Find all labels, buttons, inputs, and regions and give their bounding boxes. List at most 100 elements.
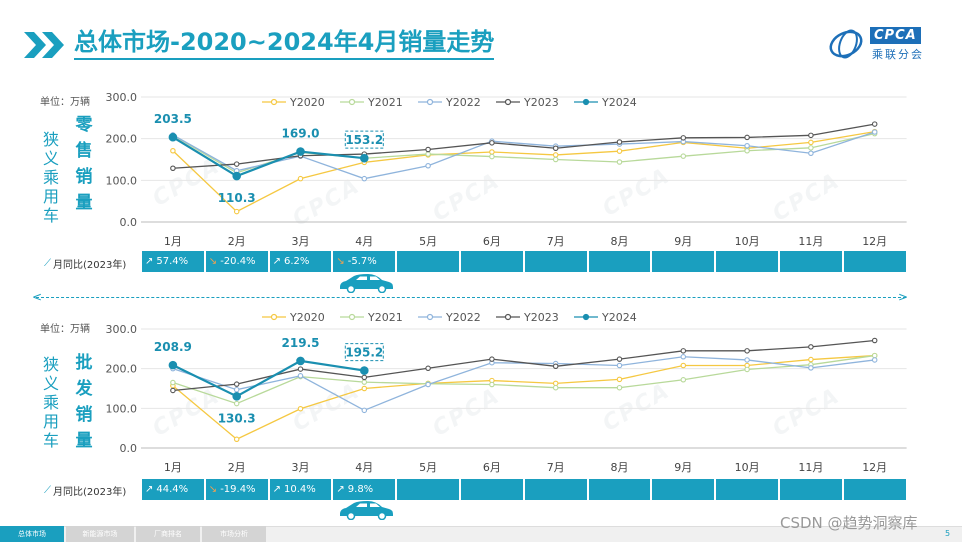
- x-tick-label: 7月: [547, 235, 565, 248]
- data-point: [744, 143, 750, 149]
- y-tick-label: 300.0: [106, 323, 138, 336]
- trend-up-icon: ↗: [272, 484, 281, 495]
- data-label: 195.2: [345, 346, 383, 360]
- series-line-Y2022: [172, 356, 875, 412]
- x-tick-label: 8月: [611, 461, 629, 474]
- series-line-Y2024: [172, 136, 365, 178]
- data-point: [616, 356, 623, 362]
- data-point: [168, 132, 178, 142]
- yoy-cell: ↗ 44.4%: [142, 479, 204, 500]
- data-point: [489, 356, 495, 362]
- logo-text: CPCA: [870, 27, 921, 44]
- yoy-value: 9.8%: [347, 484, 374, 495]
- data-point: [232, 392, 241, 401]
- data-point: [233, 381, 240, 387]
- trend-up-icon: ↗: [272, 256, 281, 267]
- yoy-cell: [397, 251, 459, 272]
- data-point: [871, 121, 878, 127]
- data-point: [489, 140, 495, 146]
- csdn-watermark: CSDN @趋势洞察库: [780, 514, 918, 532]
- legend-label: Y2024: [601, 311, 637, 324]
- y-tick-label: 0.0: [120, 442, 138, 455]
- chevron-right-icon: [24, 32, 64, 58]
- yoy-cell: [588, 251, 651, 272]
- yoy-cell: [524, 479, 587, 500]
- wholesale-unit-label: 单位：万辆: [40, 324, 90, 335]
- data-point: [808, 132, 814, 139]
- data-point: [170, 387, 176, 394]
- data-point: [360, 366, 369, 375]
- y-tick-label: 100.0: [106, 402, 138, 415]
- yoy-cell: [780, 251, 842, 272]
- car-icon: [340, 501, 393, 520]
- data-point: [425, 163, 431, 169]
- data-point: [552, 156, 559, 163]
- data-point: [361, 379, 368, 385]
- retail-yoy-label-text: 月同比(2023年): [53, 260, 127, 271]
- data-point: [871, 352, 878, 359]
- arrow-left-icon: <: [32, 290, 43, 304]
- yoy-cell: [588, 479, 651, 500]
- x-tick-label: 5月: [419, 235, 437, 248]
- data-point: [233, 386, 240, 393]
- x-tick-label: 5月: [419, 461, 437, 474]
- yoy-cell: [716, 479, 778, 500]
- data-label: 153.2: [345, 133, 383, 147]
- footer-tab-analysis[interactable]: 市场分析: [202, 526, 266, 542]
- data-point: [680, 153, 687, 159]
- data-label-box: [344, 343, 384, 362]
- page-number: 5: [945, 529, 951, 538]
- data-point: [170, 379, 176, 386]
- data-point: [233, 208, 240, 215]
- legend-marker: [504, 98, 512, 106]
- legend-marker: [582, 98, 590, 106]
- footer-tab-overall[interactable]: 总体市场: [0, 526, 64, 542]
- page-title: 总体市场-2020~2024年4月销量走势: [74, 26, 495, 60]
- legend-label: Y2020: [289, 96, 325, 109]
- data-point: [808, 145, 814, 151]
- x-tick-label: 4月: [355, 461, 373, 474]
- data-point: [233, 400, 240, 407]
- legend-label: Y2023: [523, 96, 559, 109]
- x-tick-label: 9月: [674, 461, 692, 474]
- footer-tab-ranking[interactable]: 厂商排名: [136, 526, 200, 542]
- trend-down-icon: ↘: [208, 484, 218, 495]
- data-point: [616, 384, 623, 391]
- y-tick-label: 200.0: [106, 363, 138, 376]
- data-label: 130.3: [218, 411, 256, 425]
- data-point: [744, 348, 750, 354]
- data-point: [808, 356, 814, 363]
- x-tick-label: 2月: [228, 461, 246, 474]
- data-point: [489, 153, 495, 160]
- data-label: 219.5: [282, 336, 320, 350]
- y-tick-label: 100.0: [106, 174, 138, 187]
- data-point: [680, 135, 687, 141]
- data-point: [744, 357, 750, 363]
- x-tick-label: 4月: [355, 235, 373, 248]
- wholesale-big-label: 批发销量: [75, 353, 93, 451]
- yoy-cell: [524, 251, 587, 272]
- data-point: [360, 153, 369, 163]
- legend-marker: [348, 98, 356, 106]
- data-point: [233, 436, 240, 443]
- x-tick-label: 11月: [798, 461, 823, 474]
- x-tick-label: 1月: [164, 461, 182, 474]
- section-divider: [36, 297, 906, 298]
- data-point: [808, 150, 814, 157]
- data-point: [744, 366, 750, 373]
- x-tick-label: 9月: [674, 235, 692, 248]
- data-point: [616, 139, 623, 145]
- wholesale-yoy-label-text: 月同比(2023年): [53, 487, 127, 498]
- legend-label: Y2022: [445, 311, 481, 324]
- footer-tab-nev[interactable]: 新能源市场: [66, 526, 134, 542]
- data-point: [808, 365, 814, 371]
- data-point: [744, 134, 750, 141]
- data-point: [361, 407, 368, 414]
- retail-big-label: 零售销量: [75, 115, 93, 213]
- retail-yoy-label: ⟋ 月同比(2023年): [44, 256, 126, 271]
- wholesale-side-label: 狭义乘用车: [42, 355, 59, 450]
- x-tick-label: 8月: [611, 235, 629, 248]
- yoy-cell: ↗ 9.8%: [333, 479, 396, 500]
